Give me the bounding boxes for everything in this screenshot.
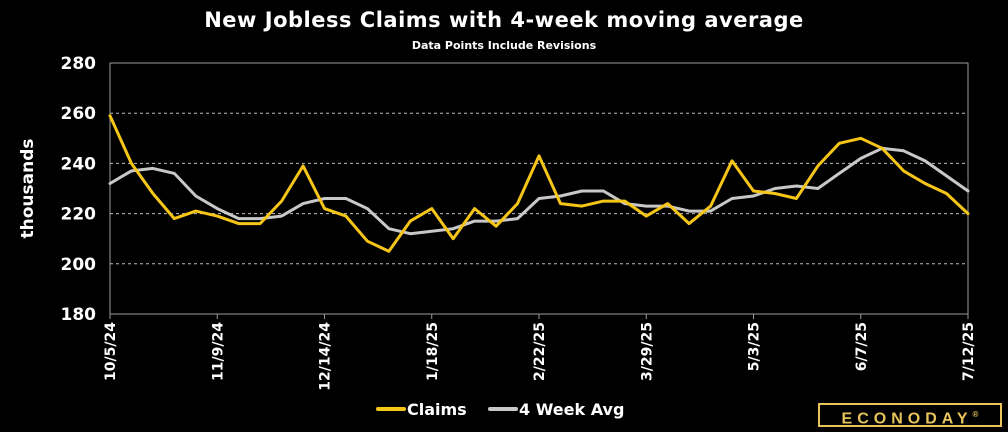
x-tick-label: 1/18/25	[425, 322, 441, 381]
series-line-4-week-avg	[108, 146, 970, 236]
legend-label: 4 Week Avg	[519, 400, 624, 419]
x-tick-label: 2/22/25	[532, 322, 548, 381]
x-tick-label: 12/14/24	[318, 322, 334, 391]
y-tick-label: 240	[61, 154, 97, 174]
y-tick-label: 220	[61, 205, 97, 225]
x-tick-label: 11/9/24	[210, 322, 226, 381]
legend-label: Claims	[407, 400, 467, 419]
series-line-claims	[108, 114, 970, 253]
x-tick-label: 5/3/25	[747, 322, 763, 371]
chart-subtitle: Data Points Include Revisions	[411, 39, 597, 52]
y-tick-label: 200	[61, 255, 97, 275]
y-tick-label: 260	[61, 104, 97, 124]
x-tick-label: 7/12/25	[961, 322, 977, 381]
econoday-logo: ECONODAY®	[818, 403, 1002, 427]
y-axis-label: thousands	[18, 139, 38, 239]
brand-mark: ®	[972, 410, 979, 419]
brand-name: ECONODAY	[841, 410, 973, 428]
x-tick-label: 6/7/25	[854, 322, 870, 371]
chart-title: New Jobless Claims with 4-week moving av…	[204, 8, 804, 32]
y-tick-label: 180	[61, 305, 97, 325]
x-tick-label: 10/5/24	[103, 322, 119, 381]
x-tick-label: 3/29/25	[639, 322, 655, 381]
plot-area	[109, 62, 969, 315]
y-tick-label: 280	[61, 54, 97, 74]
